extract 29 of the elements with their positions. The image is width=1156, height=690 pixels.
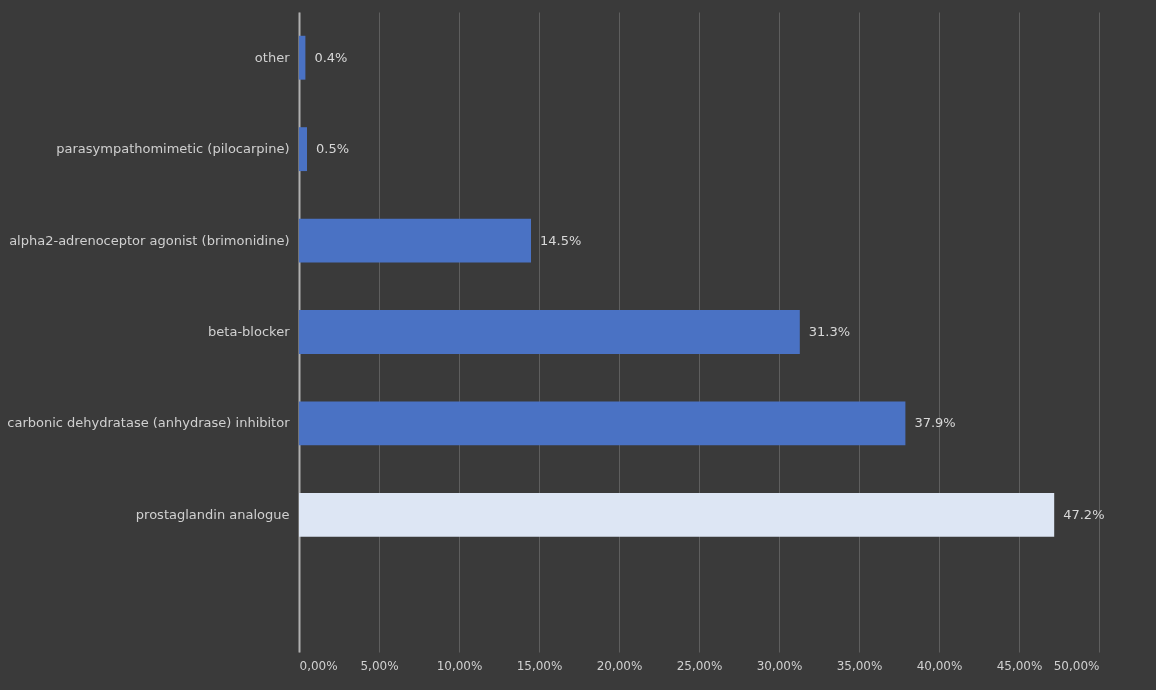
x-tick-label: 40,00%: [916, 658, 963, 673]
bar: [299, 35, 306, 80]
y-tick-label: prostaglandin analogue: [135, 506, 290, 522]
bar: [299, 218, 531, 263]
x-tick-label: 30,00%: [756, 658, 803, 673]
data-label: 0.4%: [314, 49, 348, 65]
x-tick-label: 10,00%: [436, 658, 483, 673]
x-tick-label: 20,00%: [596, 658, 643, 673]
x-tick-label: 50,00%: [1053, 658, 1100, 673]
x-tick-label: 15,00%: [516, 658, 563, 673]
data-label: 31.3%: [808, 324, 851, 339]
x-tick-label: 45,00%: [996, 658, 1043, 673]
y-tick-label: parasympathomimetic (pilocarpine): [56, 141, 290, 157]
data-label: 37.9%: [914, 415, 956, 431]
y-tick-label: alpha2-adrenoceptor agonist (brimonidine): [9, 232, 290, 248]
data-label: 0.5%: [316, 141, 350, 157]
bar: [299, 310, 800, 354]
bar: [299, 127, 307, 172]
y-tick-label: carbonic dehydratase (anhydrase) inhibitor: [7, 415, 291, 431]
data-label: 47.2%: [1063, 506, 1105, 522]
bar: [299, 492, 1055, 537]
y-tick-label: other: [254, 49, 291, 65]
data-label: 14.5%: [540, 232, 582, 248]
x-tick-label: 35,00%: [836, 658, 883, 673]
x-tick-label: 25,00%: [676, 658, 723, 673]
x-tick-label: 5,00%: [360, 658, 399, 673]
bar: [299, 401, 906, 446]
x-tick-label: 0,00%: [299, 658, 338, 673]
y-tick-label: beta-blocker: [208, 324, 291, 339]
